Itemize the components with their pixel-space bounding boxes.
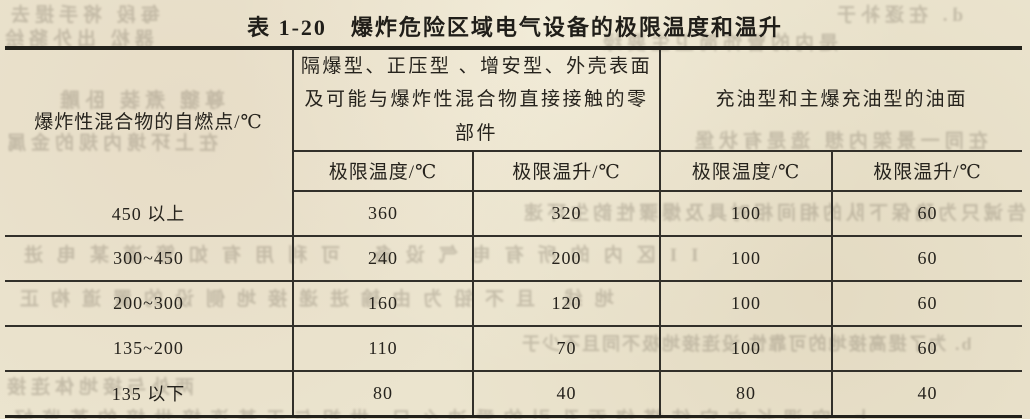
header-group-enclosure-parts: 隔爆型、正压型 、增安型、外壳表面及可能与爆炸性混合物直接接触的零部件: [293, 48, 662, 152]
cell-limit-temp-oil: 100: [660, 235, 834, 282]
cell-limit-rise-oil: 40: [917, 382, 938, 403]
table-row: 200~300 160 120 100 60: [5, 280, 1023, 327]
cell-ignition-point: 135~200: [5, 325, 294, 372]
sub-header-row: 极限温度/℃ 极限温升/℃ 极限温度/℃ 极限温升/℃: [5, 150, 1023, 192]
cell-limit-temp-oil: 100: [660, 325, 834, 372]
table-row: 135 以下 80 40 80 40: [5, 370, 1022, 417]
cell-limit-rise-contact: 120: [473, 280, 662, 327]
cell-limit-temp-oil: 100: [660, 190, 834, 237]
table-row: 450 以上 360 320 100 60: [5, 190, 1023, 237]
cell-limit-temp-contact: 80: [293, 370, 474, 417]
header-limit-temperature-oil: 极限温度/℃: [660, 150, 834, 192]
cell-ignition-point: 135 以下: [5, 370, 294, 417]
table-caption: 表 1-20 爆炸危险区域电气设备的极限温度和温升: [247, 15, 783, 40]
header-autoignition-point: 爆炸性混合物的自燃点/℃: [5, 48, 294, 191]
table-row: 135~200 110 70 100 60: [5, 325, 1023, 372]
header-limit-rise-contact: 极限温升/℃: [473, 150, 662, 192]
header-limit-temperature-contact: 极限温度/℃: [293, 150, 474, 192]
cell-limit-temp-oil: 80: [660, 370, 834, 417]
cell-ignition-point: 450 以上: [5, 190, 294, 237]
cell-limit-temp-contact: 160: [293, 280, 474, 327]
header-limit-rise-oil: 极限温升/℃: [832, 150, 1023, 192]
header-group-oil-filled: 充油型和主爆充油型的油面: [660, 48, 1023, 152]
cell-limit-temp-contact: 110: [293, 325, 474, 372]
limit-temperature-table: 爆炸性混合物的自燃点/℃ 隔爆型、正压型 、增安型、外壳表面及可能与爆炸性混合物…: [5, 46, 1023, 418]
group-header-row: 爆炸性混合物的自燃点/℃ 隔爆型、正压型 、增安型、外壳表面及可能与爆炸性混合物…: [5, 48, 1023, 191]
cell-limit-rise-contact: 200: [473, 235, 662, 282]
cell-ignition-point: 200~300: [5, 280, 294, 327]
cell-limit-temp-contact: 360: [293, 190, 474, 237]
cell-limit-rise-oil: 60: [832, 235, 1023, 282]
cell-ignition-point: 300~450: [5, 235, 294, 282]
cell-limit-rise-oil: 60: [832, 280, 1023, 327]
table-row: 300~450 240 200 100 60: [5, 235, 1023, 282]
cell-limit-temp-oil: 100: [660, 280, 834, 327]
cell-limit-temp-contact: 240: [293, 235, 474, 282]
cell-limit-rise-contact: 40: [473, 370, 662, 417]
cell-limit-rise-oil: 60: [832, 190, 1023, 237]
cell-limit-rise-contact: 320: [473, 190, 662, 237]
cell-limit-rise-contact: 70: [473, 325, 662, 372]
cell-limit-rise-oil: 60: [832, 325, 1023, 372]
